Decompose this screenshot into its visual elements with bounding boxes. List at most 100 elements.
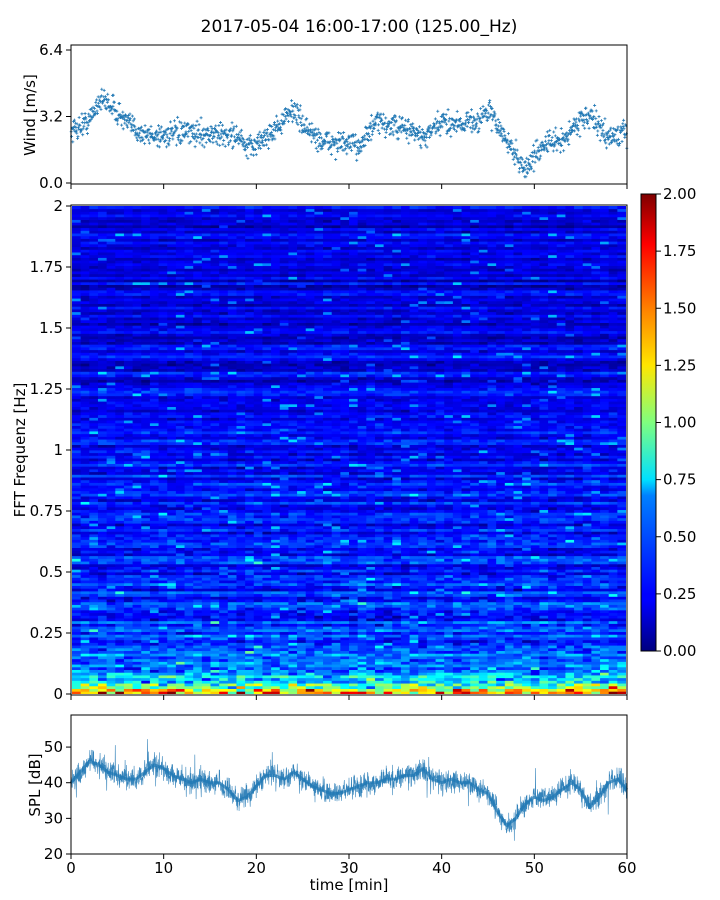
spectrogram-cell xyxy=(565,675,575,679)
spectrogram-cell xyxy=(271,615,281,619)
spectrogram-cell xyxy=(175,593,186,597)
wind-ytick-label: 3.2 xyxy=(39,108,63,126)
wind-marker xyxy=(419,146,423,150)
spectrogram-cell xyxy=(478,569,489,573)
spectrogram-cell xyxy=(383,580,393,584)
wind-marker xyxy=(423,143,427,147)
wind-marker xyxy=(178,141,182,145)
spectrogram-cell xyxy=(279,628,290,633)
spectrogram-cell xyxy=(556,607,567,611)
spectrogram-cell xyxy=(314,601,324,605)
spectrogram-cell xyxy=(236,596,246,600)
wind-marker xyxy=(265,143,269,147)
spectrogram-cell xyxy=(193,555,203,559)
spectrogram-cell xyxy=(288,563,298,567)
spectrogram-cell xyxy=(392,639,402,643)
spectrogram-cell xyxy=(80,555,90,559)
spectrogram-cell xyxy=(279,642,290,646)
spectrogram-cell xyxy=(201,577,212,581)
wind-marker xyxy=(411,122,415,126)
spectrogram-cell xyxy=(89,688,99,692)
spectrogram-cell xyxy=(582,623,592,627)
spectrogram-cell xyxy=(513,574,523,578)
spectrogram-cell xyxy=(452,577,463,581)
wind-marker xyxy=(491,118,495,122)
spectrogram-cell xyxy=(227,550,238,554)
wind-marker xyxy=(345,140,349,144)
spectrogram-cell xyxy=(72,623,82,627)
spectrogram-cell xyxy=(141,572,151,576)
spectrogram-cell xyxy=(314,661,324,665)
wind-marker xyxy=(300,123,304,127)
spectrogram-cell xyxy=(349,666,359,670)
spectrogram-cell xyxy=(80,580,90,584)
spectrogram-cell xyxy=(89,645,99,649)
wind-marker xyxy=(576,123,580,127)
wind-marker xyxy=(598,139,602,143)
wind-marker xyxy=(418,136,422,140)
spectrogram-cell xyxy=(297,661,307,665)
spectrogram-cell xyxy=(548,577,558,581)
spectrogram-cell xyxy=(236,555,246,559)
spectrogram-cell xyxy=(530,623,541,627)
spectrogram-cell xyxy=(400,631,411,635)
spectrogram-cell xyxy=(184,569,194,573)
wind-marker xyxy=(531,143,535,147)
wind-marker xyxy=(408,127,412,131)
wind-marker xyxy=(410,125,414,129)
spectrogram-cell xyxy=(279,544,290,548)
spectrogram-cell xyxy=(487,550,497,554)
spectrogram-cell xyxy=(608,664,618,668)
wind-marker xyxy=(522,166,526,170)
spectrogram-cell xyxy=(201,685,212,689)
spectrogram-cell xyxy=(106,642,116,646)
spectrogram-cell xyxy=(418,639,428,643)
spectrogram-cell xyxy=(210,618,220,622)
wind-marker xyxy=(103,95,107,99)
spectrogram-cell xyxy=(418,653,428,657)
spectrogram-cell xyxy=(262,658,272,662)
spectrogram-cell xyxy=(305,639,315,643)
spectrogram-cell xyxy=(582,647,592,652)
spectrogram-cell xyxy=(470,569,480,573)
wind-marker xyxy=(257,144,261,148)
spectrogram-cell xyxy=(262,569,272,573)
spectrogram-cell xyxy=(141,626,151,630)
spectrogram-cell xyxy=(435,607,445,611)
spectrogram-cell xyxy=(418,547,428,551)
spectrogram-cell xyxy=(89,572,99,576)
spectrogram-cell xyxy=(193,585,203,589)
spectrogram-cell xyxy=(617,561,626,565)
spectrogram-cell xyxy=(435,637,445,641)
spectrogram-cell xyxy=(452,620,463,624)
spectrogram-cell xyxy=(201,688,212,692)
spectrogram-cell xyxy=(582,574,592,578)
spectrogram-cell xyxy=(565,664,575,668)
spectrogram-cell xyxy=(262,612,272,616)
wind-marker xyxy=(81,133,85,137)
spectrogram-cell xyxy=(461,588,471,592)
spectrogram-cell xyxy=(608,553,618,557)
spectrogram-cell xyxy=(444,618,454,622)
spectrogram-cell xyxy=(530,639,541,643)
spectrogram-cell xyxy=(323,685,333,689)
spectrogram-cell xyxy=(461,675,471,679)
wind-marker xyxy=(430,130,434,134)
wind-marker xyxy=(231,145,235,149)
spectrogram-cell xyxy=(426,553,437,557)
spectrogram-cell xyxy=(323,555,333,559)
spectrogram-cell xyxy=(478,542,489,546)
wind-marker xyxy=(157,124,161,128)
wind-marker xyxy=(606,131,610,135)
spectrogram-cell xyxy=(400,596,411,600)
spectrogram-cell xyxy=(556,620,567,624)
wind-marker xyxy=(412,126,416,130)
spectrogram-cell xyxy=(366,553,376,557)
spectrogram-cell xyxy=(478,672,489,676)
spectrogram-cell xyxy=(392,609,402,614)
spectrogram-cell xyxy=(323,601,333,605)
wind-marker xyxy=(494,119,498,123)
wind-marker xyxy=(518,167,522,171)
spectrogram-cell xyxy=(478,634,489,638)
spectrogram-cell xyxy=(279,566,290,570)
